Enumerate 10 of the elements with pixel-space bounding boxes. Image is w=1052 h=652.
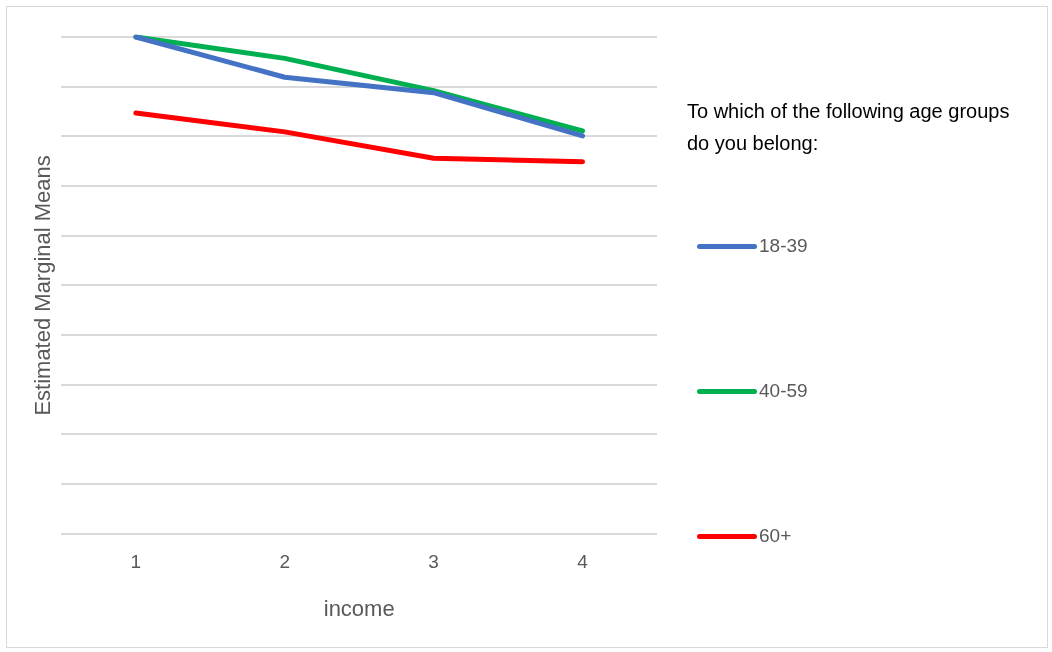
x-tick-label: 3 xyxy=(428,551,439,573)
x-tick-label: 2 xyxy=(279,551,291,573)
x-tick-label: 1 xyxy=(130,551,142,573)
x-tick-label: 4 xyxy=(577,551,589,573)
legend-title: To which of the following age groups do you belong: xyxy=(687,99,1011,156)
y-axis-title: Estimated Marginal Means xyxy=(30,155,56,416)
x-axis-title: income xyxy=(323,595,395,621)
legend-label: 18-39 xyxy=(759,235,808,257)
legend-label: 40-59 xyxy=(759,380,808,402)
legend-label: 60+ xyxy=(759,525,792,547)
